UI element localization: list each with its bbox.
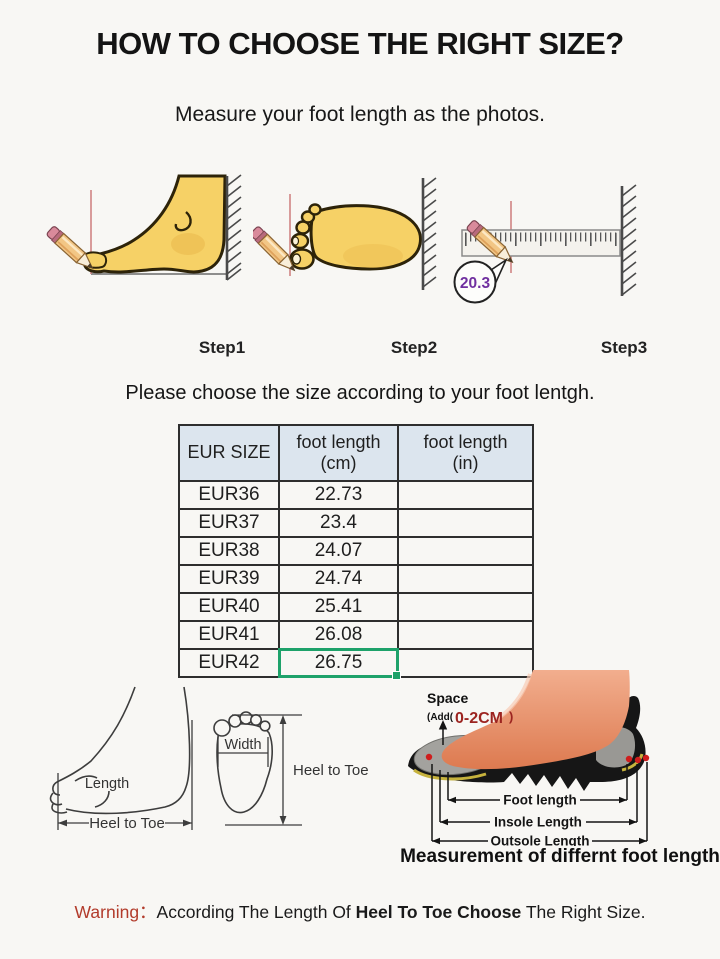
- cell-foot-length-cm: 25.41: [278, 592, 399, 622]
- warning-label: Warning：: [74, 902, 157, 922]
- table-row: EUR41 26.08: [178, 620, 534, 650]
- header-text: foot length: [296, 431, 381, 452]
- pencil-icon: [44, 223, 99, 275]
- outsole-length-label: Outsole Length: [491, 834, 590, 847]
- step3-illustration: 20.3: [453, 184, 637, 304]
- cell-foot-length-in: [397, 620, 534, 650]
- table-row: EUR40 25.41: [178, 592, 534, 622]
- table-row: EUR39 24.74: [178, 564, 534, 594]
- table-row: EUR38 24.07: [178, 536, 534, 566]
- cell-eur-size: EUR39: [178, 564, 280, 594]
- cell-foot-length-cm: 24.74: [278, 564, 399, 594]
- cell-foot-length-in: [397, 564, 534, 594]
- header-unit: (cm): [320, 453, 357, 473]
- shoe-measure-diagram: Space (Add( 0-2CM ) Foot length Insole L…: [408, 670, 650, 847]
- side-heel-to-toe-label: Heel to Toe: [89, 815, 165, 832]
- length-label: Length: [85, 776, 129, 792]
- wall-hatching: [421, 177, 437, 290]
- warning-text-bold: Heel To Toe Choose: [355, 902, 522, 922]
- measured-value: 20.3: [460, 275, 491, 292]
- step1-illustration: [44, 174, 242, 281]
- foot-top-outline: [213, 711, 273, 814]
- space-range-close: ): [509, 709, 513, 724]
- header-text: foot length: [423, 431, 508, 452]
- cell-foot-length-in: [397, 592, 534, 622]
- arrowhead: [279, 816, 287, 825]
- warning-text-pre: According The Length Of: [156, 902, 356, 922]
- cell-eur-size: EUR38: [178, 536, 280, 566]
- insole-length-label: Insole Length: [494, 815, 582, 830]
- measure-connectors: [431, 728, 648, 842]
- measurement-bubble: 20.3: [453, 257, 508, 304]
- cell-foot-length-cm: 22.73: [278, 480, 399, 510]
- space-label: Space: [427, 690, 468, 706]
- page-title: HOW TO CHOOSE THE RIGHT SIZE?: [96, 26, 624, 61]
- foot-length-label: Foot length: [503, 793, 576, 808]
- cell-eur-size: EUR37: [178, 508, 280, 538]
- arrowheads: [432, 720, 647, 845]
- col-header-eur-size: EUR SIZE: [178, 424, 280, 482]
- step3-label: Step3: [600, 338, 648, 357]
- foot-top-art: [289, 203, 422, 271]
- shoe-diagram-caption: Measurement of differnt foot length: [400, 846, 720, 867]
- foot-side-outline: [49, 686, 191, 815]
- measure-point-dots: [425, 753, 650, 764]
- top-measure-lines: [217, 714, 302, 826]
- selection-fill-handle: [392, 671, 401, 680]
- header-text: EUR SIZE: [187, 442, 271, 463]
- subtitle: Measure your foot length as the photos.: [174, 103, 546, 126]
- table-row: EUR36 22.73: [178, 480, 534, 510]
- table-header-row: EUR SIZE foot length (cm) foot length (i…: [178, 424, 534, 482]
- cell-foot-length-in: [397, 536, 534, 566]
- col-header-foot-length-cm: foot length (cm): [278, 424, 399, 482]
- size-table: EUR SIZE foot length (cm) foot length (i…: [178, 424, 534, 680]
- top-heel-to-toe-label: Heel to Toe: [293, 762, 369, 779]
- arrowhead: [279, 715, 287, 724]
- cell-eur-size: EUR40: [178, 592, 280, 622]
- cell-eur-size: EUR41: [178, 620, 280, 650]
- warning-note: Warning：According The Length Of Heel To …: [0, 899, 720, 924]
- cell-foot-length-cm: 24.07: [278, 536, 399, 566]
- arrowhead: [58, 819, 67, 827]
- cell-eur-size: EUR42: [178, 648, 280, 678]
- cell-eur-size: EUR36: [178, 480, 280, 510]
- header-unit: (in): [452, 453, 479, 473]
- wall-hatching: [225, 174, 242, 281]
- cell-foot-length-cm: 26.08: [278, 620, 399, 650]
- arrowhead: [183, 819, 192, 827]
- pencil-icon: [253, 224, 301, 277]
- cell-foot-length-in: [397, 508, 534, 538]
- warning-text-post: The Right Size.: [521, 902, 646, 922]
- space-range-value: 0-2CM: [455, 710, 503, 727]
- cell-foot-length-cm: 23.4: [278, 508, 399, 538]
- foot-side-art: [81, 174, 227, 274]
- width-label: Width: [224, 737, 261, 753]
- size-note: Please choose the size according to your…: [125, 382, 595, 404]
- cell-foot-length-cm-selected: 26.75: [278, 648, 401, 680]
- table-row: EUR42 26.75: [178, 648, 534, 680]
- table-row: EUR37 23.4: [178, 508, 534, 538]
- step1-label: Step1: [198, 338, 246, 357]
- foot-art: [441, 670, 630, 770]
- step2-label: Step2: [390, 338, 438, 357]
- selected-cell-value: 26.75: [314, 652, 363, 673]
- add-label: (Add(: [427, 712, 454, 723]
- col-header-foot-length-in: foot length (in): [397, 424, 534, 482]
- cell-foot-length-in: [397, 648, 534, 678]
- wall-hatching: [620, 184, 637, 296]
- cell-foot-length-in: [397, 480, 534, 510]
- step2-illustration: [253, 177, 437, 290]
- foot-measure-lineart: Length Heel to Toe Width Heel to Toe: [49, 686, 369, 832]
